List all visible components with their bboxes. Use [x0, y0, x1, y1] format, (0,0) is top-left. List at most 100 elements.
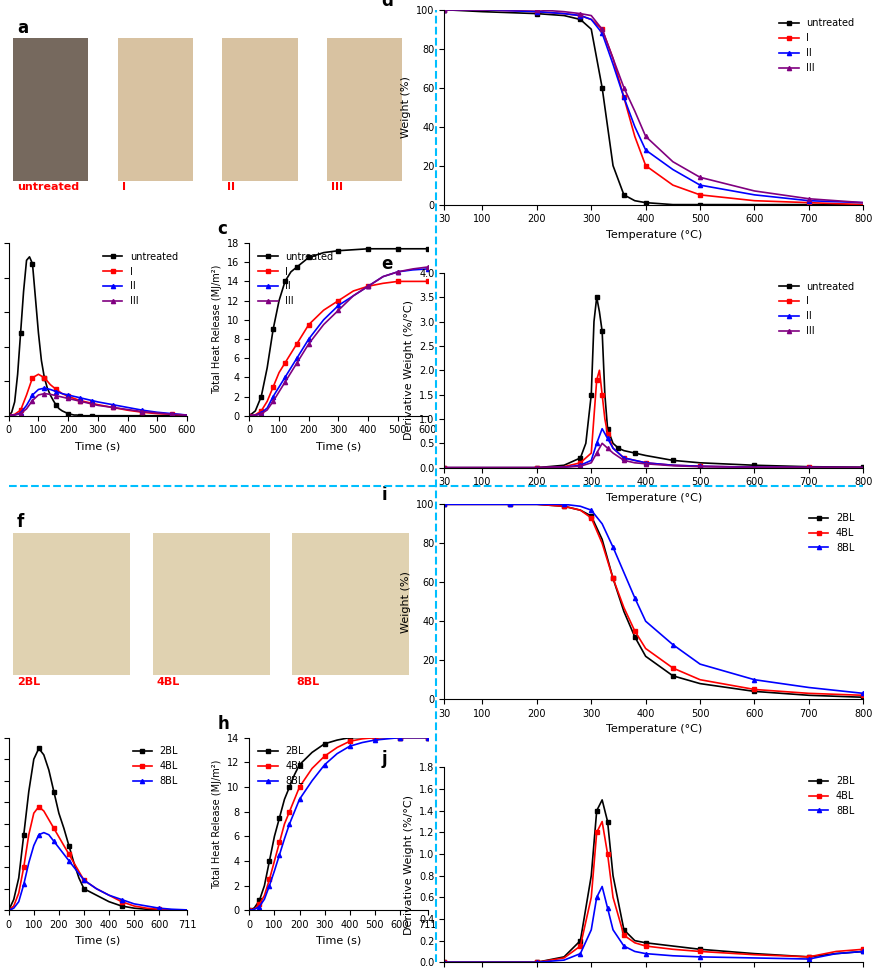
4BL [259, 889, 269, 901]
Line: untreated: untreated [442, 8, 865, 207]
Text: f: f [17, 513, 24, 531]
4BL [274, 837, 284, 849]
I [618, 452, 629, 464]
Legend: 2BL, 4BL, 8BL: 2BL, 4BL, 8BL [805, 509, 858, 557]
I [576, 457, 586, 469]
II [137, 404, 147, 416]
I [603, 428, 613, 439]
2BL [167, 904, 177, 916]
II [333, 299, 344, 311]
Line: 4BL: 4BL [7, 805, 189, 913]
untreated [84, 410, 94, 422]
untreated [262, 362, 272, 373]
8BL [439, 499, 450, 510]
8BL [58, 849, 69, 860]
I [303, 319, 314, 330]
8BL [370, 734, 380, 746]
I [268, 381, 278, 393]
Y-axis label: Total Heat Release (MJ/m²): Total Heat Release (MJ/m²) [212, 759, 221, 888]
I [152, 408, 162, 420]
8BL [264, 880, 275, 891]
8BL [29, 840, 39, 851]
4BL [370, 732, 380, 744]
Legend: untreated, I, II, III: untreated, I, II, III [775, 15, 858, 77]
Line: II: II [248, 267, 430, 418]
8BL [831, 948, 841, 959]
4BL [78, 874, 89, 885]
8BL [504, 499, 514, 510]
4BL [608, 891, 618, 903]
II [274, 381, 284, 393]
untreated [559, 10, 569, 21]
2BL [591, 805, 602, 816]
III [57, 392, 67, 403]
I [422, 276, 433, 288]
4BL [44, 814, 54, 825]
untreated [749, 198, 760, 210]
untreated [594, 306, 604, 318]
II [107, 399, 118, 410]
II [10, 409, 20, 421]
untreated [27, 258, 37, 269]
2BL [64, 840, 74, 851]
2BL [640, 937, 651, 949]
4BL [141, 902, 152, 914]
III [250, 410, 261, 422]
II [16, 407, 26, 419]
4BL [591, 826, 602, 838]
2BL [129, 902, 140, 914]
4BL [597, 538, 608, 549]
untreated [250, 405, 261, 417]
4BL [640, 940, 651, 952]
2BL [154, 904, 165, 916]
8BL [618, 567, 629, 578]
II [603, 433, 613, 444]
II [262, 402, 272, 414]
I [392, 276, 403, 288]
2BL [576, 935, 586, 947]
Line: I: I [248, 279, 430, 418]
8BL [307, 775, 317, 786]
Legend: untreated, I, II, III: untreated, I, II, III [775, 278, 858, 340]
X-axis label: Time (s): Time (s) [316, 441, 361, 451]
2BL [116, 900, 126, 912]
4BL [74, 866, 85, 878]
I [297, 329, 308, 340]
III [618, 82, 629, 93]
III [749, 462, 760, 473]
untreated [286, 266, 296, 278]
untreated [603, 423, 613, 434]
8BL [49, 835, 59, 847]
I [75, 395, 85, 406]
8BL [695, 658, 705, 670]
8BL [576, 948, 586, 959]
2BL [477, 956, 487, 968]
II [618, 452, 629, 464]
III [630, 457, 640, 469]
8BL [9, 902, 19, 914]
III [21, 403, 31, 415]
untreated [608, 437, 618, 449]
I [559, 8, 569, 19]
untreated [3, 410, 14, 422]
4BL [831, 946, 841, 957]
8BL [92, 883, 102, 894]
III [63, 393, 73, 404]
8BL [668, 950, 678, 961]
I [250, 409, 261, 421]
2BL [618, 924, 629, 936]
4BL [477, 956, 487, 968]
III [630, 105, 640, 117]
Line: untreated: untreated [442, 295, 865, 469]
II [27, 389, 37, 400]
II [122, 401, 133, 413]
I [122, 404, 133, 416]
II [286, 362, 296, 373]
III [532, 4, 542, 16]
III [262, 404, 272, 416]
untreated [618, 445, 629, 457]
untreated [586, 389, 596, 400]
4BL [504, 499, 514, 510]
untreated [244, 410, 255, 422]
II [181, 409, 192, 421]
